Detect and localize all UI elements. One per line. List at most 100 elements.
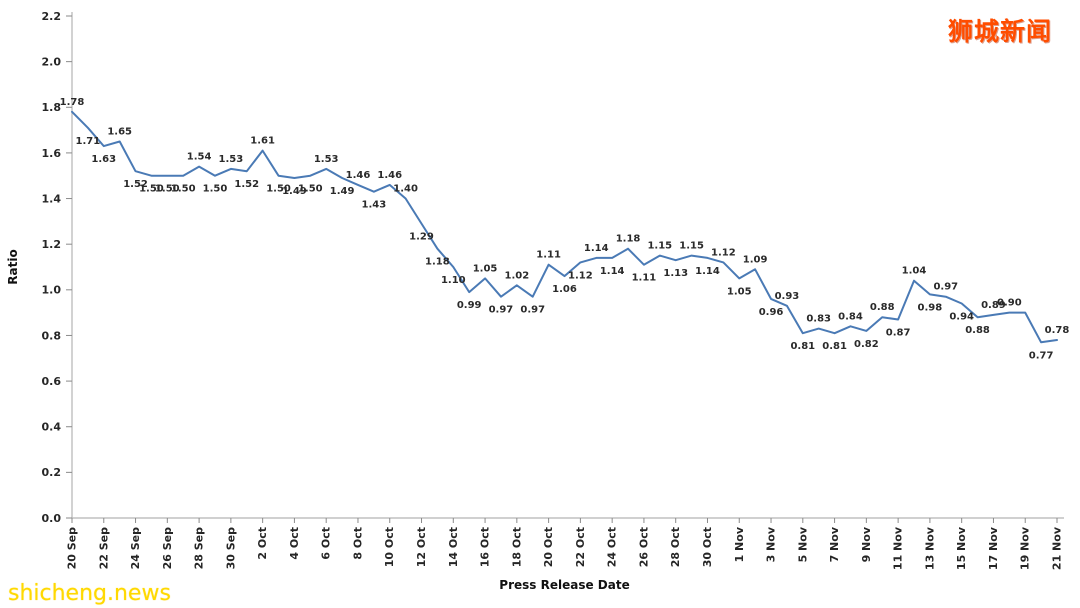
y-axis-tick-label: 1.2	[42, 238, 62, 251]
data-point-label: 1.15	[647, 241, 672, 252]
data-point-label: 1.18	[616, 234, 641, 245]
y-axis-tick-label: 0.2	[42, 466, 62, 479]
x-axis-tick-label: 1 Nov	[733, 526, 746, 562]
data-point-label: 1.50	[266, 184, 291, 195]
x-axis-tick-label: 5 Nov	[796, 526, 809, 562]
data-point-label: 1.11	[536, 250, 561, 261]
data-point-label: 1.09	[743, 254, 768, 265]
y-axis-tick-label: 2.2	[42, 10, 62, 23]
x-axis-tick-label: 18 Oct	[510, 527, 523, 567]
data-point-label: 0.84	[838, 311, 863, 322]
data-point-label: 0.99	[457, 300, 482, 311]
y-axis-tick-label: 1.4	[42, 192, 62, 205]
data-point-label: 1.53	[219, 154, 244, 165]
x-axis-tick-label: 3 Nov	[765, 526, 778, 562]
x-axis-tick-label: 8 Oct	[351, 527, 364, 560]
data-point-label: 0.88	[870, 302, 895, 313]
x-axis-tick-label: 11 Nov	[892, 526, 905, 570]
data-point-label: 1.52	[123, 179, 148, 190]
data-point-label: 1.29	[409, 232, 434, 243]
y-axis-tick-label: 0.6	[42, 375, 62, 388]
data-point-label: 0.87	[886, 327, 911, 338]
data-point-label: 0.98	[918, 302, 943, 313]
x-axis-tick-label: 20 Sep	[66, 527, 79, 570]
data-point-label: 1.63	[91, 154, 116, 165]
data-point-label: 1.43	[362, 200, 387, 211]
x-axis-tick-label: 22 Sep	[97, 527, 110, 570]
x-axis-tick-label: 26 Oct	[637, 527, 650, 567]
data-point-label: 0.82	[854, 339, 879, 350]
data-point-label: 1.65	[107, 127, 132, 138]
data-point-label: 0.81	[790, 341, 815, 352]
x-axis-tick-label: 26 Sep	[161, 527, 174, 570]
data-point-label: 1.40	[393, 184, 418, 195]
ratio-line-series	[71, 110, 1058, 344]
data-point-label: 1.50	[298, 184, 323, 195]
x-axis-tick-label: 7 Nov	[828, 526, 841, 562]
x-axis-tick-label: 20 Oct	[542, 527, 555, 567]
y-axis-tick-label: 0.0	[42, 512, 62, 525]
x-axis-tick-label: 13 Nov	[923, 526, 936, 570]
x-axis-tick-label: 2 Oct	[256, 527, 269, 560]
data-point-label: 1.71	[76, 136, 101, 147]
y-axis-tick-label: 0.4	[42, 421, 62, 434]
data-point-label: 1.05	[727, 286, 752, 297]
x-axis-tick-label: 15 Nov	[955, 526, 968, 570]
data-point-label: 1.50	[139, 184, 164, 195]
x-axis-tick-label: 12 Oct	[415, 527, 428, 567]
x-axis-tick-label: 30 Oct	[701, 527, 714, 567]
data-point-label: 1.12	[568, 270, 593, 281]
data-point-label: 0.97	[520, 305, 545, 316]
x-axis-tick-label: 28 Sep	[193, 527, 206, 570]
x-axis-tick-label: 16 Oct	[479, 527, 492, 567]
y-axis-title: Ratio	[6, 249, 20, 284]
x-axis-tick-label: 22 Oct	[574, 527, 587, 567]
y-axis-tick-label: 1.8	[42, 101, 62, 114]
data-point-label: 0.90	[997, 298, 1022, 309]
data-point-label: 1.14	[695, 266, 720, 277]
data-point-label: 0.96	[759, 307, 784, 318]
data-point-label: 0.89	[981, 300, 1006, 311]
data-point-label: 1.04	[902, 266, 927, 277]
data-point-label: 1.06	[552, 284, 577, 295]
data-point-label: 0.94	[949, 312, 974, 323]
x-axis-tick-label: 24 Oct	[606, 527, 619, 567]
data-point-label: 1.52	[234, 179, 259, 190]
data-point-label: 1.02	[504, 270, 529, 281]
data-point-label: 1.50	[155, 184, 180, 195]
data-point-label: 1.15	[679, 241, 704, 252]
data-point-label: 1.78	[60, 97, 85, 108]
data-point-label: 1.54	[187, 152, 212, 163]
x-axis-tick-label: 24 Sep	[129, 527, 142, 570]
data-point-label: 1.11	[632, 273, 657, 284]
data-point-label: 1.53	[314, 154, 339, 165]
shicheng-news-logo: 狮城新闻	[947, 17, 1052, 46]
data-point-label: 1.14	[584, 243, 609, 254]
x-axis-tick-label: 14 Oct	[447, 527, 460, 567]
data-point-label: 0.81	[822, 341, 847, 352]
data-point-label: 1.49	[330, 186, 355, 197]
data-point-label: 0.77	[1029, 350, 1054, 361]
data-point-label: 1.12	[711, 247, 736, 258]
data-point-label: 1.18	[425, 257, 450, 268]
x-axis-tick-label: 9 Nov	[860, 526, 873, 562]
data-point-label: 1.46	[377, 170, 402, 181]
data-point-label: 1.05	[473, 263, 498, 274]
data-point-label: 1.50	[171, 184, 196, 195]
x-axis-tick-label: 28 Oct	[669, 527, 682, 567]
data-point-label: 1.61	[250, 136, 275, 147]
y-axis-tick-label: 1.6	[42, 147, 62, 160]
data-point-label: 0.97	[489, 305, 514, 316]
data-point-label: 1.10	[441, 275, 466, 286]
data-point-label: 0.78	[1045, 325, 1070, 336]
x-axis-tick-label: 19 Nov	[1019, 526, 1032, 570]
data-point-label: 1.46	[346, 170, 371, 181]
data-point-label: 0.83	[806, 314, 831, 325]
data-point-label: 1.50	[203, 184, 228, 195]
x-axis-tick-label: 4 Oct	[288, 527, 301, 560]
y-axis-tick-label: 1.0	[42, 284, 62, 297]
x-axis-tick-label: 6 Oct	[320, 527, 333, 560]
data-point-label: 1.14	[600, 266, 625, 277]
x-axis-title: Press Release Date	[499, 578, 629, 592]
data-point-label: 1.13	[663, 268, 688, 279]
